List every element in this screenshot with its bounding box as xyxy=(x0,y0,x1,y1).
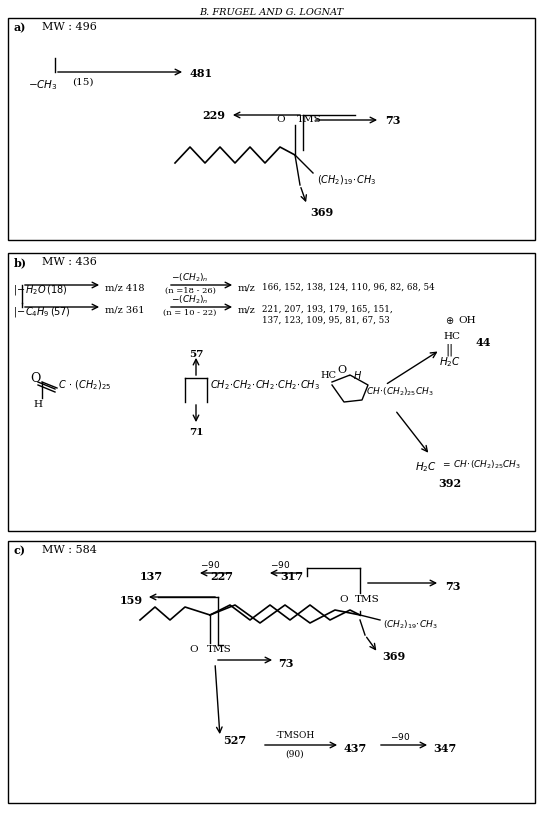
Text: TMS: TMS xyxy=(297,115,322,124)
Text: $\vert\!-\!H_2O\,(18)$: $\vert\!-\!H_2O\,(18)$ xyxy=(13,283,67,297)
Text: 73: 73 xyxy=(278,658,294,669)
Text: 481: 481 xyxy=(190,68,213,79)
Text: TMS: TMS xyxy=(207,645,232,654)
Text: HC: HC xyxy=(443,332,460,341)
Text: 166, 152, 138, 124, 110, 96, 82, 68, 54: 166, 152, 138, 124, 110, 96, 82, 68, 54 xyxy=(262,283,434,292)
Text: MW : 436: MW : 436 xyxy=(42,257,97,267)
Text: 437: 437 xyxy=(343,743,366,754)
Text: $\overset{}{=}\,CH\!\cdot\!(CH_2)_{25}CH_3$: $\overset{}{=}\,CH\!\cdot\!(CH_2)_{25}CH… xyxy=(441,458,521,471)
Text: H: H xyxy=(34,400,42,409)
Text: 227: 227 xyxy=(210,571,233,582)
Text: O: O xyxy=(30,372,40,385)
Text: 347: 347 xyxy=(433,743,456,754)
Text: O: O xyxy=(339,595,348,604)
Text: HC: HC xyxy=(320,371,336,380)
Text: 137, 123, 109, 95, 81, 67, 53: 137, 123, 109, 95, 81, 67, 53 xyxy=(262,316,390,325)
Text: $\cdot\,\,H$: $\cdot\,\,H$ xyxy=(347,369,362,381)
Text: $-(CH_2)_n$: $-(CH_2)_n$ xyxy=(171,293,209,306)
Text: m/z: m/z xyxy=(238,283,256,292)
Text: $-CH_3$: $-CH_3$ xyxy=(28,78,58,92)
Text: 392: 392 xyxy=(438,478,462,489)
Text: 229: 229 xyxy=(202,110,225,121)
Text: (90): (90) xyxy=(286,750,304,759)
Text: m/z 361: m/z 361 xyxy=(105,305,144,314)
Bar xyxy=(8,253,535,531)
Text: $(CH_2)_{19}\!\cdot\! CH_3$: $(CH_2)_{19}\!\cdot\! CH_3$ xyxy=(317,173,376,187)
Text: $-90$: $-90$ xyxy=(270,559,290,570)
Text: $-(CH_2)_n$: $-(CH_2)_n$ xyxy=(171,271,209,284)
Text: $\!\!\!\!||\!$: $\!\!\!\!||\!$ xyxy=(446,342,454,358)
Text: $CH\!\cdot\!(CH_2)_{25}CH_3$: $CH\!\cdot\!(CH_2)_{25}CH_3$ xyxy=(366,385,434,398)
Text: $C\,\cdot\,(CH_2)_{25}$: $C\,\cdot\,(CH_2)_{25}$ xyxy=(58,378,111,392)
Text: c): c) xyxy=(14,545,26,556)
Text: $H_2C$: $H_2C$ xyxy=(439,355,461,369)
Text: m/z: m/z xyxy=(238,305,256,314)
Text: MW : 496: MW : 496 xyxy=(42,22,97,32)
Text: (n = 10 - 22): (n = 10 - 22) xyxy=(163,309,217,317)
Text: $-90$: $-90$ xyxy=(390,731,410,742)
Text: O: O xyxy=(337,365,346,375)
Text: 159: 159 xyxy=(120,595,143,606)
Text: $\vert\!-\!C_4H_9\,(57)$: $\vert\!-\!C_4H_9\,(57)$ xyxy=(13,305,71,319)
Text: 73: 73 xyxy=(445,581,460,592)
Text: 369: 369 xyxy=(382,651,405,662)
Text: $(CH_2)_{19}\!\cdot\! CH_3$: $(CH_2)_{19}\!\cdot\! CH_3$ xyxy=(383,618,438,631)
Text: B. FRUGEL AND G. LOGNAT: B. FRUGEL AND G. LOGNAT xyxy=(199,8,343,17)
Text: OH: OH xyxy=(458,315,476,324)
Text: m/z 418: m/z 418 xyxy=(105,283,144,292)
Bar xyxy=(8,541,535,803)
Text: $\oplus$: $\oplus$ xyxy=(445,315,454,325)
Text: $H_2C$: $H_2C$ xyxy=(415,460,437,474)
Text: 369: 369 xyxy=(310,207,333,218)
Text: MW : 584: MW : 584 xyxy=(42,545,97,555)
Text: TMS: TMS xyxy=(355,595,380,604)
Text: (n =18 - 26): (n =18 - 26) xyxy=(165,287,216,295)
Text: O: O xyxy=(190,645,198,654)
Text: 221, 207, 193, 179, 165, 151,: 221, 207, 193, 179, 165, 151, xyxy=(262,305,393,314)
Bar xyxy=(8,18,535,240)
Text: 317: 317 xyxy=(280,571,303,582)
Text: 71: 71 xyxy=(189,428,203,437)
Text: 137: 137 xyxy=(140,571,163,582)
Text: (15): (15) xyxy=(72,78,93,87)
Text: 527: 527 xyxy=(223,735,246,746)
Text: 57: 57 xyxy=(189,350,203,359)
Text: a): a) xyxy=(14,22,27,33)
Text: 44: 44 xyxy=(475,337,490,347)
Text: 73: 73 xyxy=(385,115,401,126)
Text: O: O xyxy=(276,115,285,124)
Text: $-90$: $-90$ xyxy=(200,559,220,570)
Text: $CH_2\!\cdot\!CH_2\!\cdot\!CH_2\!\cdot\!CH_2\!\cdot\!CH_3$: $CH_2\!\cdot\!CH_2\!\cdot\!CH_2\!\cdot\!… xyxy=(210,378,320,392)
Text: b): b) xyxy=(14,257,27,268)
Text: -TMSOH: -TMSOH xyxy=(275,731,314,740)
